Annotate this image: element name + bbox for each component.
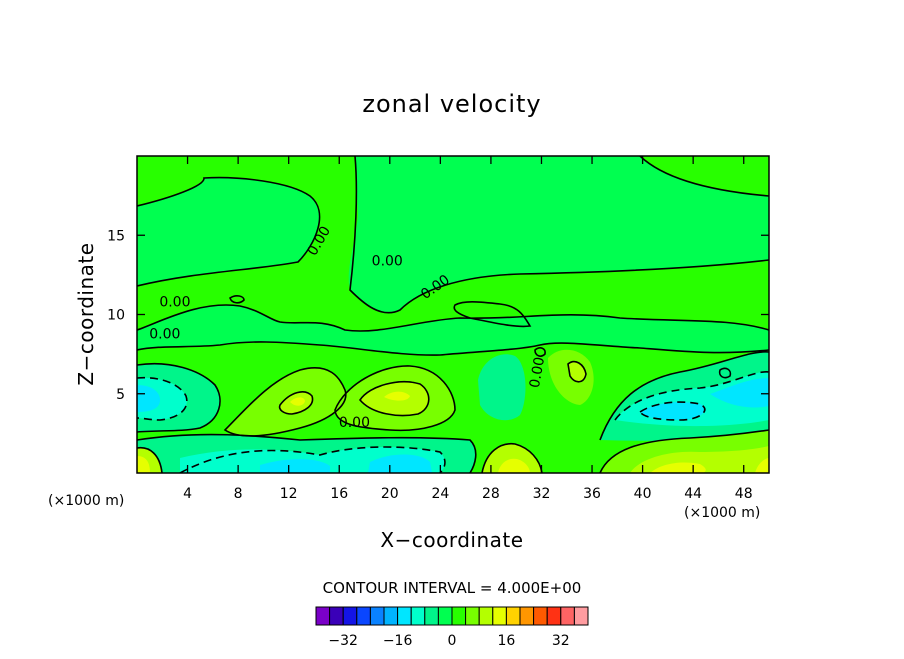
contour-line-label: 0.00 (339, 415, 370, 431)
contour-band-mid-neg-patch (478, 354, 526, 421)
colorbar-swatch (560, 606, 575, 626)
contour-band-right-neg-12 (640, 402, 705, 420)
contour-band-left-neg-12 (137, 385, 160, 412)
contour-band-bottom-neg-12 (260, 459, 330, 473)
colorbar-swatch (573, 606, 589, 626)
contour-line-right-neg-dashed-2 (638, 401, 706, 421)
x-tick-label: 40 (634, 486, 652, 502)
contour-band-bottom-mid-pos-2 (498, 458, 530, 473)
colorbar-swatch (369, 606, 385, 626)
x-tick-label: 24 (431, 486, 449, 502)
colorbar-swatch (519, 606, 535, 626)
contour-line-small-blob-3 (534, 347, 546, 357)
colorbar-swatch (315, 606, 331, 626)
x-tick-label: 4 (183, 486, 192, 502)
contour-band-bottom-left-pos-2 (137, 456, 150, 473)
x-tick-label: 28 (482, 486, 500, 502)
contour-band-bottom-right-pos-12 (650, 462, 706, 473)
colorbar (315, 606, 589, 626)
colorbar-tick-label: −16 (383, 633, 413, 649)
x-axis-ticks: 4 8 12 16 20 24 28 32 36 40 44 48 (183, 156, 753, 502)
contour-line-zero-upper (137, 176, 321, 287)
x-tick-label: 16 (330, 486, 348, 502)
x-tick-label: 12 (280, 486, 298, 502)
contour-band-center2-pos-12 (384, 391, 410, 401)
contour-line-center-pos-inner (278, 391, 314, 415)
contour-line-center2-pos-inner (358, 381, 430, 417)
contour-fill-layer (137, 156, 769, 473)
contour-line-mid-band-top (137, 304, 769, 332)
y-axis-label: Z−coordinate (74, 242, 98, 385)
contour-line-center2-pos (334, 365, 456, 432)
contour-line-mid-band-bottom (137, 341, 769, 356)
contour-line-bottom-left-corner (137, 446, 163, 473)
contour-line-center-pos (223, 367, 347, 437)
contour-line-label: 0.00 (527, 356, 548, 389)
contour-line-small-blob-1 (229, 295, 245, 304)
contour-band-bottom-neg-12b (368, 454, 432, 473)
contour-band-bottom-right-pos-12b (755, 458, 769, 473)
colorbar-tick-label: −32 (328, 633, 358, 649)
y-axis-ticks: 5 10 15 (107, 228, 769, 403)
contour-line-small-blob-2 (453, 301, 532, 328)
colorbar-swatch (397, 606, 412, 626)
colorbar-swatch (546, 606, 562, 626)
contour-lines-layer (137, 156, 769, 473)
contour-line-bottom-left (137, 433, 477, 473)
colorbar-swatch (342, 606, 358, 626)
colorbar-tick-label: 32 (552, 633, 570, 649)
contour-band-upper-negative-2 (348, 156, 769, 313)
x-axis-label: X−coordinate (380, 528, 523, 552)
contour-line-top-right (639, 156, 769, 197)
colorbar-swatch (465, 606, 480, 626)
x-axis-unit-left: (×1000 m) (48, 493, 124, 509)
colorbar-swatch (478, 606, 494, 626)
chart-title: zonal velocity (362, 90, 541, 118)
contour-line-bottom-neg-dashed (179, 446, 446, 473)
colorbar-swatch (492, 606, 507, 626)
x-tick-label: 32 (533, 486, 551, 502)
contour-band-upper-negative (137, 177, 320, 286)
colorbar-tick-label: 0 (448, 633, 457, 649)
colorbar-swatch (505, 606, 521, 626)
contour-line-bottom-right (599, 429, 769, 473)
contour-band-right-neg-12b (710, 378, 769, 408)
colorbar-swatch (410, 606, 426, 626)
y-tick-label: 10 (107, 308, 125, 324)
y-tick-label: 15 (107, 228, 125, 244)
contour-line-small-blob-4 (718, 367, 732, 379)
colorbar-swatch (329, 606, 344, 626)
x-tick-label: 44 (684, 486, 702, 502)
contour-band-right-pos-lens-2 (568, 361, 586, 382)
colorbar-swatch (383, 606, 399, 626)
x-tick-label: 8 (234, 486, 243, 502)
y-tick-label: 5 (116, 387, 125, 403)
contour-line-label: 0.00 (149, 326, 180, 342)
colorbar-swatch (424, 606, 439, 626)
colorbar-ticks: −32 −16 0 16 32 (328, 633, 569, 649)
contour-line-right-neg (599, 351, 769, 441)
contour-line-right-neg-dashed (614, 371, 769, 421)
x-tick-label: 36 (583, 486, 601, 502)
x-tick-label: 20 (381, 486, 399, 502)
contour-line-right-pos-lens (567, 360, 587, 383)
colorbar-swatch (356, 606, 371, 626)
x-tick-label: 48 (735, 486, 753, 502)
contour-dashed-lines-layer (137, 371, 769, 473)
contour-line-left-neg (137, 362, 221, 433)
contour-band-center-pos-12 (290, 397, 305, 406)
x-axis-unit-right: (×1000 m) (684, 505, 760, 521)
colorbar-swatch (437, 606, 453, 626)
contour-line-zero-upper-2 (349, 156, 769, 314)
colorbar-tick-label: 16 (497, 633, 515, 649)
contour-interval-label: CONTOUR INTERVAL = 4.000E+00 (323, 579, 582, 597)
colorbar-swatch (451, 606, 467, 626)
contour-line-bottom-mid (481, 443, 543, 473)
contour-line-label: 0.00 (372, 253, 403, 269)
contour-line-left-neg-dashed (137, 376, 188, 421)
contour-line-label: 0.00 (159, 295, 190, 311)
colorbar-swatch (533, 606, 548, 626)
